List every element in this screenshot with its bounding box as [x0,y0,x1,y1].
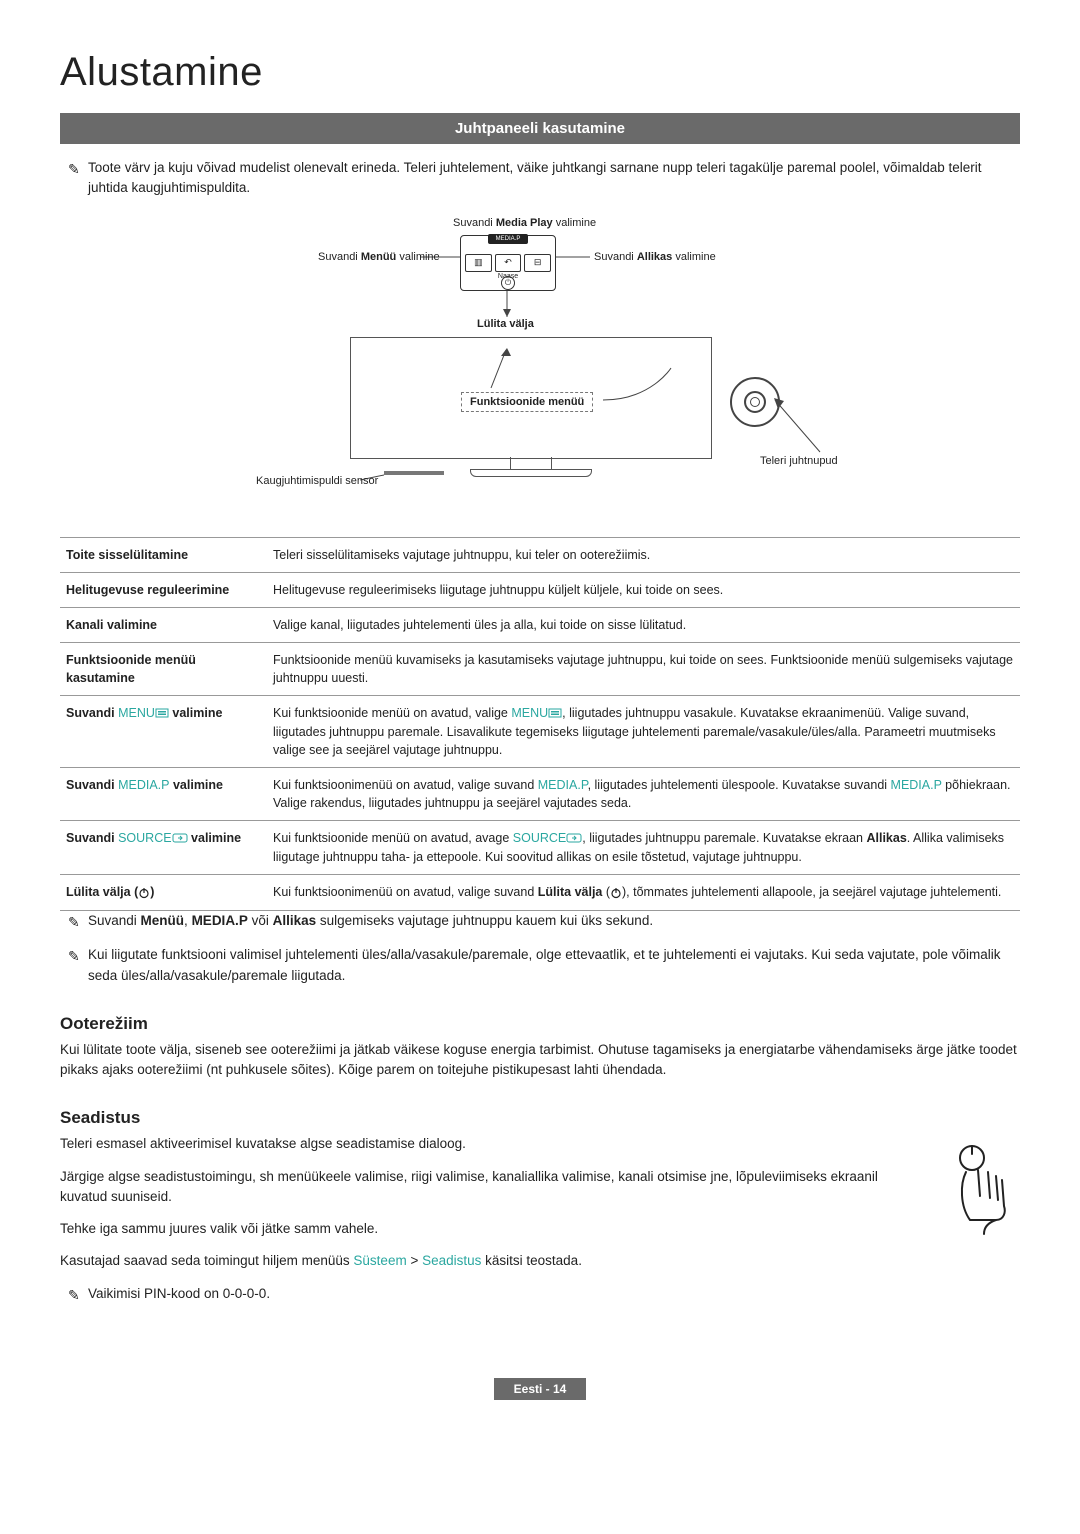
remote-sensor [384,471,444,475]
table-row: Suvandi MEDIA.P valimineKui funktsioonim… [60,768,1020,821]
table-row: Lülita välja ()Kui funktsioonimenüü on a… [60,875,1020,911]
table-row-label: Kanali valimine [60,607,267,642]
table-row: Suvandi SOURCE valimineKui funktsioonide… [60,821,1020,875]
seadistus-heading: Seadistus [60,1108,1020,1128]
seadistus-p1: Teleri esmasel aktiveerimisel kuvatakse … [60,1134,920,1154]
page-title: Alustamine [60,50,1020,95]
ooterezim-heading: Ooterežiim [60,1014,1020,1034]
tv-joystick-icon [730,377,780,427]
post-note: ✎Kui liigutate funktsiooni valimisel juh… [60,945,1020,986]
table-row-desc: Helitugevuse reguleerimiseks liigutage j… [267,572,1020,607]
table-row-label: Funktsioonide menüü kasutamine [60,642,267,695]
tv-stand [510,457,552,470]
post-note: ✎Suvandi Menüü, MEDIA.P või Allikas sulg… [60,911,1020,931]
ooterezim-body: Kui lülitate toote välja, siseneb see oo… [60,1040,1020,1081]
table-row-desc: Kui funktsioonide menüü on avatud, valig… [267,696,1020,768]
table-row-label: Helitugevuse reguleerimine [60,572,267,607]
footer-page-label: Eesti - 14 [494,1378,587,1400]
control-pad: MEDIA.P ▥ ↶ ⊟ Naase ⏻ [460,235,556,291]
diagram-label-mediaplay: Suvandi Media Play valimine [453,217,596,229]
table-row: Funktsioonide menüü kasutamineFunktsioon… [60,642,1020,695]
tv-base [470,469,592,477]
seadistus-p4: Kasutajad saavad seda toimingut hiljem m… [60,1251,920,1271]
pad-return-icon: ↶ [495,254,522,272]
pad-mediap-button: MEDIA.P [488,234,528,244]
table-row: Kanali valimineValige kanal, liigutades … [60,607,1020,642]
table-row-desc: Kui funktsioonimenüü on avatud, valige s… [267,768,1020,821]
seadistus-p2: Järgige algse seadistustoimingu, sh menü… [60,1167,920,1208]
table-row-label: Suvandi MEDIA.P valimine [60,768,267,821]
table-row-desc: Kui funktsioonide menüü on avatud, avage… [267,821,1020,875]
pad-source-icon: ⊟ [524,254,551,272]
table-row: Suvandi MENU valimineKui funktsioonide m… [60,696,1020,768]
ok-hand-icon [940,1134,1020,1245]
table-row: Toite sisselülitamineTeleri sisselülitam… [60,537,1020,572]
functions-table: Toite sisselülitamineTeleri sisselülitam… [60,537,1020,912]
diagram-label-allikas: Suvandi Allikas valimine [594,251,716,263]
diagram-label-menu: Suvandi Menüü valimine [318,251,440,263]
note-bullet-icon: ✎ [68,159,80,180]
diagram-label-lulita: Lülita välja [477,318,534,330]
pad-menu-icon: ▥ [465,254,492,272]
note-bullet-icon: ✎ [68,1285,80,1306]
section-header-bar: Juhtpaneeli kasutamine [60,113,1020,144]
seadistus-p3: Tehke iga sammu juures valik või jätke s… [60,1219,920,1239]
page-footer: Eesti - 14 [60,1378,1020,1400]
control-diagram: Suvandi Media Play valimine Suvandi Menü… [160,217,920,497]
note-bullet-icon: ✎ [68,946,80,967]
intro-note: ✎ Toote värv ja kuju võivad mudelist ole… [60,158,1020,199]
table-row-desc: Kui funktsioonimenüü on avatud, valige s… [267,875,1020,911]
table-row-desc: Valige kanal, liigutades juhtelementi ül… [267,607,1020,642]
table-row-label: Suvandi SOURCE valimine [60,821,267,875]
table-row-label: Suvandi MENU valimine [60,696,267,768]
pad-power-icon: ⏻ [501,276,515,290]
table-row-desc: Teleri sisselülitamiseks vajutage juhtnu… [267,537,1020,572]
table-row: Helitugevuse reguleerimineHelitugevuse r… [60,572,1020,607]
table-row-label: Toite sisselülitamine [60,537,267,572]
seadistus-pin-note: ✎ Vaikimisi PIN-kood on 0-0-0-0. [60,1284,920,1304]
diagram-label-sensor: Kaugjuhtimispuldi sensor [256,475,378,487]
diagram-label-juhtnupud: Teleri juhtnupud [760,455,838,467]
table-row-desc: Funktsioonide menüü kuvamiseks ja kasuta… [267,642,1020,695]
tv-outline: Funktsioonide menüü [350,337,712,459]
intro-note-text: Toote värv ja kuju võivad mudelist olene… [88,160,982,195]
note-bullet-icon: ✎ [68,912,80,933]
table-row-label: Lülita välja () [60,875,267,911]
